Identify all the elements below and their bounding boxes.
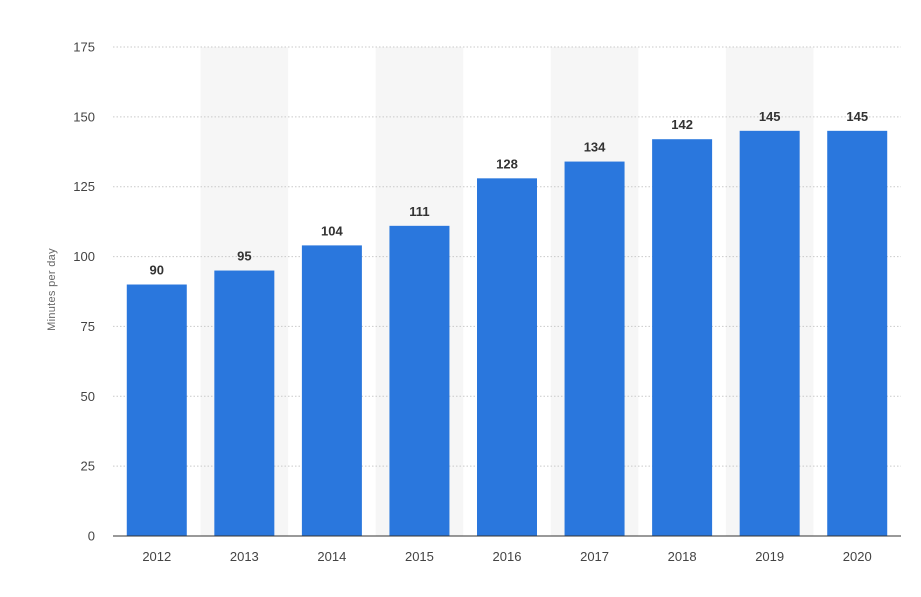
bar-2016 xyxy=(477,178,537,536)
y-axis-title: Minutes per day xyxy=(46,248,58,331)
bar-2014 xyxy=(301,245,362,536)
data-label-2019: 145 xyxy=(759,109,781,124)
bar-2020 xyxy=(827,130,888,537)
y-tick-label-50: 50 xyxy=(81,389,95,404)
bars xyxy=(126,130,888,537)
bar-2013 xyxy=(214,270,275,536)
y-tick-label-25: 25 xyxy=(81,459,95,474)
data-label-2012: 90 xyxy=(150,263,164,278)
y-tick-label-125: 125 xyxy=(73,179,95,194)
y-tick-label-100: 100 xyxy=(73,249,95,264)
data-labels: 90 95 104 111 128 134 142 145 145 xyxy=(150,109,869,278)
data-label-2016: 128 xyxy=(496,156,518,171)
x-tick-label-2019: 2019 xyxy=(755,549,784,564)
x-tick-label-2012: 2012 xyxy=(142,549,171,564)
data-label-2015: 111 xyxy=(409,204,429,219)
data-label-2020: 145 xyxy=(846,109,868,124)
x-tick-label-2018: 2018 xyxy=(668,549,697,564)
x-axis-ticks: 2012 2013 2014 2015 2016 2017 2018 2019 2020 xyxy=(142,549,871,564)
x-tick-label-2017: 2017 xyxy=(580,549,609,564)
y-axis-ticks: 0 25 50 75 100 125 150 175 xyxy=(73,40,95,544)
x-tick-label-2015: 2015 xyxy=(405,549,434,564)
x-tick-label-2013: 2013 xyxy=(230,549,259,564)
bar-2017 xyxy=(564,161,625,536)
y-tick-label-175: 175 xyxy=(73,40,95,55)
x-tick-label-2020: 2020 xyxy=(843,549,872,564)
y-tick-label-75: 75 xyxy=(81,319,95,334)
data-label-2013: 95 xyxy=(237,249,251,264)
data-label-2017: 134 xyxy=(584,140,606,155)
x-tick-label-2016: 2016 xyxy=(493,549,522,564)
bar-2019 xyxy=(739,130,800,537)
data-label-2014: 104 xyxy=(321,223,343,238)
x-tick-label-2014: 2014 xyxy=(317,549,346,564)
y-tick-label-0: 0 xyxy=(88,529,95,544)
y-tick-label-150: 150 xyxy=(73,109,95,124)
bar-2018 xyxy=(652,139,713,536)
bar-2015 xyxy=(389,225,450,536)
bar-2012 xyxy=(126,284,187,536)
data-label-2018: 142 xyxy=(671,117,693,132)
